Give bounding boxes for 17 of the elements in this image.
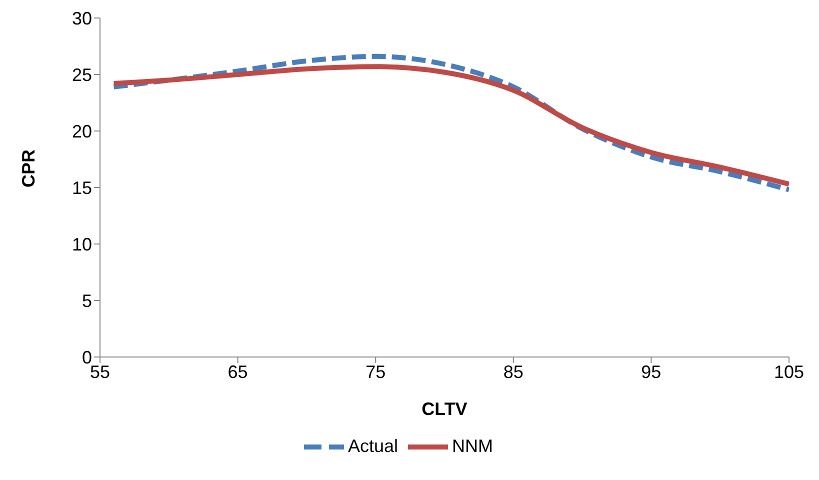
y-axis-title: CPR <box>18 149 38 188</box>
x-tick-label: 75 <box>366 362 386 382</box>
legend-label: NNM <box>452 436 494 456</box>
y-tick-label: 5 <box>82 290 92 311</box>
y-tick-label: 25 <box>72 64 92 85</box>
x-axis-title: CLTV <box>422 399 468 419</box>
y-tick-label: 20 <box>72 121 92 142</box>
legend-label: Actual <box>348 436 398 456</box>
x-tick-label: 95 <box>641 362 662 382</box>
y-tick-label: 0 <box>82 347 92 368</box>
x-tick-label: 105 <box>774 362 804 382</box>
x-tick-label: 65 <box>228 362 248 382</box>
x-tick-label: 85 <box>503 362 524 382</box>
y-tick-label: 10 <box>72 234 92 254</box>
y-tick-label: 30 <box>72 8 92 28</box>
x-tick-label: 55 <box>90 362 110 382</box>
y-tick-label: 15 <box>72 178 92 198</box>
